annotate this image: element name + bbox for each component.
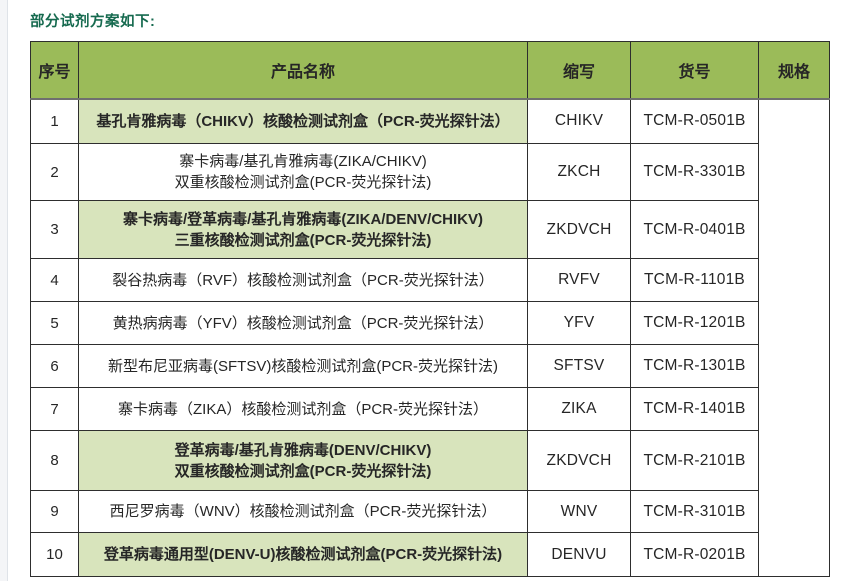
product-name-line: 基孔肯雅病毒（CHIKV）核酸检测试剂盒（PCR-荧光探针法） (96, 112, 510, 130)
product-name-line: 登革病毒/基孔肯雅病毒(DENV/CHIKV) (174, 441, 432, 459)
abbr-cell: ZKCH (527, 143, 631, 201)
catalog-cell: TCM-R-1301B (630, 344, 759, 388)
product-name-cell: 黄热病病毒（YFV）核酸检测试剂盒（PCR-荧光探针法） (78, 301, 528, 345)
row-no-cell: 5 (30, 301, 79, 345)
product-name-line: 寨卡病毒（ZIKA）核酸检测试剂盒（PCR-荧光探针法） (117, 400, 488, 418)
product-name-cell: 新型布尼亚病毒(SFTSV)核酸检测试剂盒(PCR-荧光探针法) (78, 344, 528, 388)
abbr-cell: YFV (527, 301, 631, 345)
product-name-line: 黄热病病毒（YFV）核酸检测试剂盒（PCR-荧光探针法） (112, 314, 494, 332)
row-no-cell: 3 (30, 200, 79, 259)
product-name-cell: 登革病毒/基孔肯雅病毒(DENV/CHIKV) 双重核酸检测试剂盒(PCR-荧光… (78, 430, 528, 491)
header-catalog-no: 货号 (630, 41, 759, 100)
catalog-cell: TCM-R-0501B (630, 98, 759, 144)
product-name-cell: 登革病毒通用型(DENV-U)核酸检测试剂盒(PCR-荧光探针法) (78, 532, 528, 577)
table-row: 8 登革病毒/基孔肯雅病毒(DENV/CHIKV) 双重核酸检测试剂盒(PCR-… (30, 430, 830, 491)
catalog-cell: TCM-R-3101B (630, 490, 759, 533)
abbr-cell: CHIKV (527, 98, 631, 144)
abbr-cell: ZKDVCH (527, 200, 631, 259)
table-row: 3 寨卡病毒/登革病毒/基孔肯雅病毒(ZIKA/DENV/CHIKV) 三重核酸… (30, 200, 830, 259)
product-name-cell: 寨卡病毒/基孔肯雅病毒(ZIKA/CHIKV) 双重核酸检测试剂盒(PCR-荧光… (78, 143, 528, 201)
header-spec: 规格 (758, 41, 830, 100)
row-no-cell: 7 (30, 387, 79, 431)
row-no-cell: 6 (30, 344, 79, 388)
row-no-cell: 4 (30, 258, 79, 302)
product-name-line: 寨卡病毒/登革病毒/基孔肯雅病毒(ZIKA/DENV/CHIKV) (122, 210, 483, 228)
spec-cell-empty (758, 98, 830, 577)
product-name-cell: 寨卡病毒（ZIKA）核酸检测试剂盒（PCR-荧光探针法） (78, 387, 528, 431)
abbr-cell: ZKDVCH (527, 430, 631, 491)
row-no-cell: 1 (30, 98, 79, 144)
table-row: 4 裂谷热病毒（RVF）核酸检测试剂盒（PCR-荧光探针法） RVFV TCM-… (30, 258, 830, 302)
abbr-cell: DENVU (527, 532, 631, 577)
catalog-cell: TCM-R-1401B (630, 387, 759, 431)
catalog-cell: TCM-R-1101B (630, 258, 759, 302)
catalog-cell: TCM-R-1201B (630, 301, 759, 345)
abbr-cell: SFTSV (527, 344, 631, 388)
product-name-line: 双重核酸检测试剂盒(PCR-荧光探针法) (174, 174, 432, 191)
catalog-cell: TCM-R-0201B (630, 532, 759, 577)
document-content: 部分试剂方案如下: 序号 产品名称 缩写 货号 规格 1 基孔肯雅病毒（CHIK… (30, 10, 830, 577)
catalog-cell: TCM-R-3301B (630, 143, 759, 201)
product-name-line: 登革病毒通用型(DENV-U)核酸检测试剂盒(PCR-荧光探针法) (103, 546, 503, 563)
page-left-gutter (0, 0, 8, 581)
product-name-line: 裂谷热病毒（RVF）核酸检测试剂盒（PCR-荧光探针法） (112, 271, 494, 289)
table-row: 9 西尼罗病毒（WNV）核酸检测试剂盒（PCR-荧光探针法） WNV TCM-R… (30, 490, 830, 533)
product-name-line: 双重核酸检测试剂盒(PCR-荧光探针法) (174, 462, 432, 480)
abbr-cell: RVFV (527, 258, 631, 302)
product-name-cell: 寨卡病毒/登革病毒/基孔肯雅病毒(ZIKA/DENV/CHIKV) 三重核酸检测… (78, 200, 528, 259)
reagent-plan-table: 序号 产品名称 缩写 货号 规格 1 基孔肯雅病毒（CHIKV）核酸检测试剂盒（… (30, 41, 830, 577)
table-row: 5 黄热病病毒（YFV）核酸检测试剂盒（PCR-荧光探针法） YFV TCM-R… (30, 301, 830, 345)
product-name-cell: 裂谷热病毒（RVF）核酸检测试剂盒（PCR-荧光探针法） (78, 258, 528, 302)
header-abbr: 缩写 (527, 41, 631, 100)
product-name-line: 寨卡病毒/基孔肯雅病毒(ZIKA/CHIKV) (179, 153, 427, 170)
table-row: 10 登革病毒通用型(DENV-U)核酸检测试剂盒(PCR-荧光探针法) DEN… (30, 532, 830, 577)
header-product-name: 产品名称 (78, 41, 528, 100)
page-title: 部分试剂方案如下: (30, 14, 156, 30)
product-name-line: 三重核酸检测试剂盒(PCR-荧光探针法) (174, 231, 432, 249)
product-name-cell: 西尼罗病毒（WNV）核酸检测试剂盒（PCR-荧光探针法） (78, 490, 528, 533)
abbr-cell: WNV (527, 490, 631, 533)
abbr-cell: ZIKA (527, 387, 631, 431)
table-row: 7 寨卡病毒（ZIKA）核酸检测试剂盒（PCR-荧光探针法） ZIKA TCM-… (30, 387, 830, 431)
product-name-cell: 基孔肯雅病毒（CHIKV）核酸检测试剂盒（PCR-荧光探针法） (78, 98, 528, 144)
table-header-row: 序号 产品名称 缩写 货号 规格 (30, 41, 830, 100)
row-no-cell: 10 (30, 532, 79, 577)
product-name-line: 新型布尼亚病毒(SFTSV)核酸检测试剂盒(PCR-荧光探针法) (108, 357, 498, 375)
row-no-cell: 8 (30, 430, 79, 491)
table-row: 2 寨卡病毒/基孔肯雅病毒(ZIKA/CHIKV) 双重核酸检测试剂盒(PCR-… (30, 143, 830, 201)
table-row: 6 新型布尼亚病毒(SFTSV)核酸检测试剂盒(PCR-荧光探针法) SFTSV… (30, 344, 830, 388)
catalog-cell: TCM-R-0401B (630, 200, 759, 259)
table-row: 1 基孔肯雅病毒（CHIKV）核酸检测试剂盒（PCR-荧光探针法） CHIKV … (30, 98, 830, 577)
row-no-cell: 2 (30, 143, 79, 201)
header-no: 序号 (30, 41, 79, 100)
catalog-cell: TCM-R-2101B (630, 430, 759, 491)
row-no-cell: 9 (30, 490, 79, 533)
product-name-line: 西尼罗病毒（WNV）核酸检测试剂盒（PCR-荧光探针法） (109, 503, 497, 520)
